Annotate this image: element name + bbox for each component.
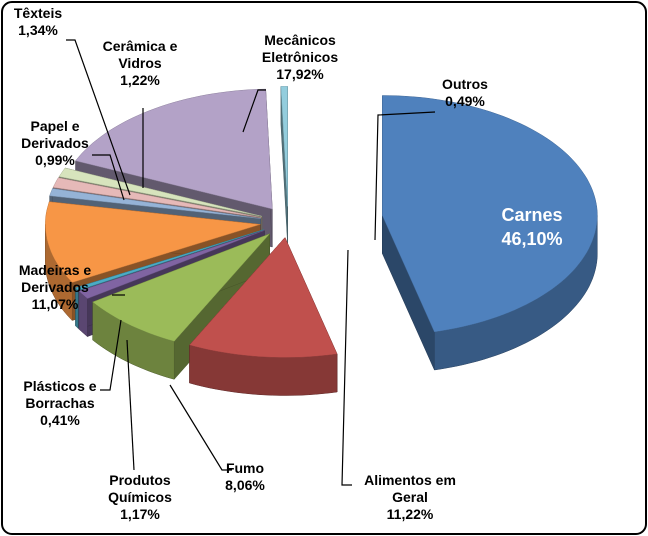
- slice: [75, 88, 273, 210]
- leader-line: [341, 249, 352, 486]
- category-label: Papel e Derivados: [21, 118, 89, 151]
- leader-line: [169, 384, 232, 471]
- slice: [58, 167, 263, 217]
- value-label: 8,06%: [225, 477, 265, 493]
- data-label: Têxteis 1,34%: [14, 5, 62, 39]
- category-label: Mecânicos Eletrônicos: [261, 32, 339, 65]
- category-label: Têxteis: [13, 5, 63, 21]
- data-label: Fumo 8,06%: [225, 460, 265, 494]
- slice: [280, 86, 288, 207]
- value-label: 11,22%: [386, 506, 434, 522]
- leader-line: [100, 319, 122, 391]
- data-label: Cerâmica e Vidros 1,22%: [103, 38, 178, 89]
- category-label: Cerâmica e Vidros: [102, 38, 178, 71]
- leader-line: [66, 39, 131, 196]
- data-label: Carnes 46,10%: [501, 203, 562, 251]
- data-label: Outros 0,49%: [442, 76, 488, 110]
- data-label: Plásticos e Borrachas 0,41%: [23, 378, 96, 429]
- slice: [49, 188, 261, 219]
- slice: [78, 230, 265, 299]
- data-label: Papel e Derivados 0,99%: [21, 118, 89, 169]
- value-label: 1,22%: [120, 72, 160, 88]
- value-label: 0,41%: [40, 412, 80, 428]
- data-label: Mecânicos Eletrônicos 17,92%: [262, 32, 338, 83]
- value-label: 0,99%: [35, 152, 75, 168]
- category-label: Alimentos em Geral: [364, 472, 456, 505]
- leader-line: [92, 154, 125, 201]
- slice: [52, 177, 262, 218]
- data-label: Madeiras e Derivados 11,07%: [19, 262, 91, 313]
- data-label: Alimentos em Geral 11,22%: [364, 472, 456, 523]
- category-label: Madeiras e Derivados: [18, 262, 92, 295]
- category-label: Produtos Químicos: [108, 472, 172, 505]
- value-label: 1,34%: [18, 22, 58, 38]
- category-label: Fumo: [225, 460, 265, 476]
- category-label: Plásticos e Borrachas: [23, 378, 97, 411]
- leader-line: [374, 111, 436, 241]
- category-label: Carnes: [501, 205, 563, 225]
- value-label: 0,49%: [445, 93, 485, 109]
- slice: [45, 201, 261, 283]
- category-label: Outros: [442, 76, 488, 92]
- value-label: 1,17%: [120, 506, 160, 522]
- slice: [75, 229, 264, 291]
- value-label: 17,92%: [276, 66, 324, 82]
- leader-line: [126, 339, 135, 471]
- value-label: 46,10%: [501, 229, 563, 249]
- slice: [189, 237, 338, 358]
- value-label: 11,07%: [31, 296, 79, 312]
- slice: [92, 233, 270, 342]
- data-label: Produtos Químicos 1,17%: [108, 472, 172, 523]
- slice: [382, 95, 598, 333]
- leader-line: [242, 89, 266, 133]
